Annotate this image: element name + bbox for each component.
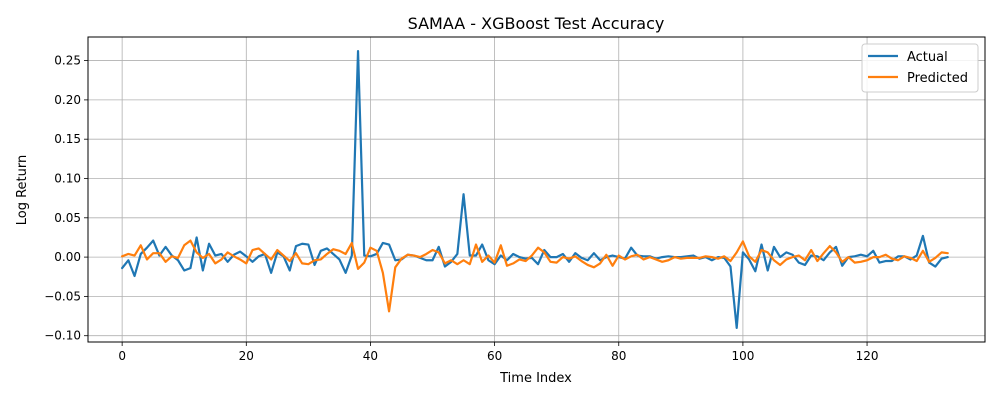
legend-label-predicted: Predicted bbox=[907, 71, 968, 86]
chart-title: SAMAA - XGBoost Test Accuracy bbox=[408, 14, 665, 33]
y-tick-label: −0.10 bbox=[44, 329, 81, 343]
grid bbox=[88, 37, 985, 342]
x-tick-label: 60 bbox=[487, 349, 502, 363]
y-axis-ticks: −0.10 −0.05 0.00 0.05 0.10 0.15 0.20 0.25 bbox=[44, 54, 88, 343]
series-line-actual bbox=[121, 50, 949, 329]
x-tick-label: 100 bbox=[731, 349, 754, 363]
x-tick-label: 40 bbox=[363, 349, 378, 363]
y-tick-label: 0.00 bbox=[54, 250, 81, 264]
series-lines bbox=[121, 50, 949, 329]
y-tick-label: 0.10 bbox=[54, 171, 81, 185]
x-tick-label: 80 bbox=[611, 349, 626, 363]
y-tick-label: 0.15 bbox=[54, 132, 81, 146]
series-line-predicted bbox=[121, 239, 949, 313]
y-tick-label: 0.25 bbox=[54, 54, 81, 68]
y-tick-label: 0.20 bbox=[54, 93, 81, 107]
x-tick-label: 0 bbox=[118, 349, 126, 363]
legend: Actual Predicted bbox=[861, 43, 979, 93]
x-axis-label: Time Index bbox=[499, 371, 572, 386]
y-tick-label: −0.05 bbox=[44, 289, 81, 303]
y-axis-label: Log Return bbox=[15, 155, 30, 226]
x-axis-ticks: 0 20 40 60 80 100 120 bbox=[118, 342, 879, 363]
legend-label-actual: Actual bbox=[907, 50, 948, 65]
y-tick-label: 0.05 bbox=[54, 211, 81, 225]
plot-frame bbox=[87, 36, 986, 343]
x-tick-label: 120 bbox=[856, 349, 879, 363]
x-tick-label: 20 bbox=[239, 349, 254, 363]
